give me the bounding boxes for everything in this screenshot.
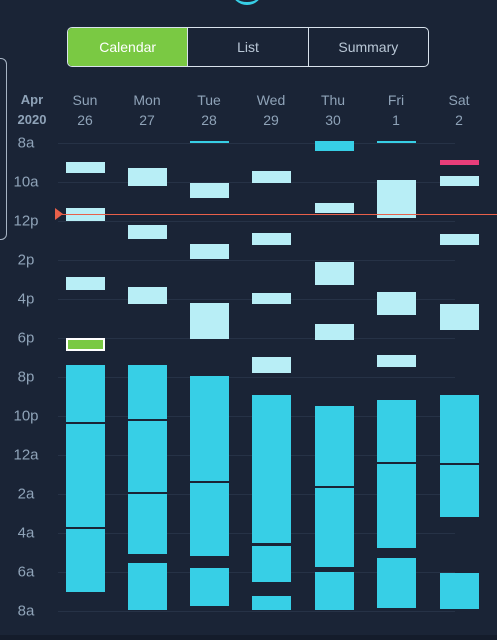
day-date: 28 bbox=[201, 112, 217, 128]
sleep-block[interactable] bbox=[315, 488, 354, 567]
sleep-block[interactable] bbox=[440, 573, 479, 609]
grid-line bbox=[58, 338, 455, 339]
time-label: 10a bbox=[13, 173, 39, 191]
sleep-block[interactable] bbox=[377, 464, 416, 548]
sleep-block[interactable] bbox=[128, 421, 167, 492]
time-label: 8p bbox=[17, 368, 35, 386]
time-label: 12a bbox=[13, 446, 39, 464]
grid-line bbox=[58, 221, 455, 222]
day-date: 29 bbox=[263, 112, 279, 128]
day-name: Fri bbox=[387, 92, 405, 108]
day-header-sat[interactable]: Sat 2 bbox=[429, 90, 489, 130]
sleep-block[interactable] bbox=[128, 563, 167, 610]
day-name: Thu bbox=[320, 92, 346, 108]
time-label: 8a bbox=[17, 134, 35, 152]
sleep-block[interactable] bbox=[377, 400, 416, 462]
day-header-fri[interactable]: Fri 1 bbox=[366, 90, 426, 130]
sleep-block[interactable] bbox=[252, 596, 291, 610]
day-header-tue[interactable]: Tue 28 bbox=[179, 90, 239, 130]
day-date: 1 bbox=[392, 112, 400, 128]
year-label: 2020 bbox=[17, 112, 47, 127]
day-name: Wed bbox=[256, 92, 286, 108]
day-header-wed[interactable]: Wed 29 bbox=[241, 90, 301, 130]
event-block[interactable] bbox=[315, 141, 354, 151]
event-block[interactable] bbox=[252, 233, 291, 245]
app-logo-icon bbox=[232, 0, 262, 5]
sleep-block[interactable] bbox=[66, 529, 105, 592]
view-segmented-control: Calendar List Summary bbox=[67, 27, 429, 67]
day-name: Mon bbox=[133, 92, 161, 108]
day-name: Sat bbox=[448, 92, 470, 108]
day-header-mon[interactable]: Mon 27 bbox=[117, 90, 177, 130]
time-label: 12p bbox=[13, 212, 39, 230]
time-label: 2p bbox=[17, 251, 35, 269]
sleep-block[interactable] bbox=[66, 424, 105, 527]
sleep-block[interactable] bbox=[66, 365, 105, 422]
time-label: 6a bbox=[17, 563, 35, 581]
event-block[interactable] bbox=[128, 168, 167, 186]
event-block[interactable] bbox=[377, 141, 416, 143]
sleep-block[interactable] bbox=[315, 572, 354, 610]
event-block[interactable] bbox=[190, 244, 229, 259]
event-block[interactable] bbox=[252, 171, 291, 183]
sleep-block[interactable] bbox=[252, 546, 291, 582]
sleep-block[interactable] bbox=[440, 395, 479, 463]
sleep-block[interactable] bbox=[440, 465, 479, 517]
day-header-sun[interactable]: Sun 26 bbox=[55, 90, 115, 130]
time-label: 4a bbox=[17, 524, 35, 542]
event-block[interactable] bbox=[190, 183, 229, 198]
time-label: 6p bbox=[17, 329, 35, 347]
time-label: 2a bbox=[17, 485, 35, 503]
sleep-block[interactable] bbox=[190, 568, 229, 606]
tab-summary[interactable]: Summary bbox=[307, 28, 428, 66]
time-label: 10p bbox=[13, 407, 39, 425]
tab-calendar[interactable]: Calendar bbox=[68, 28, 188, 66]
selected-event-block[interactable] bbox=[66, 338, 105, 351]
event-block[interactable] bbox=[440, 304, 479, 330]
current-time-line bbox=[62, 214, 497, 215]
day-date: 2 bbox=[455, 112, 463, 128]
now-indicator-icon bbox=[55, 208, 63, 220]
event-block[interactable] bbox=[190, 303, 229, 339]
day-header-thu[interactable]: Thu 30 bbox=[303, 90, 363, 130]
event-block[interactable] bbox=[66, 277, 105, 290]
event-block[interactable] bbox=[315, 324, 354, 340]
sleep-block[interactable] bbox=[128, 365, 167, 419]
sleep-block[interactable] bbox=[315, 406, 354, 486]
day-name: Tue bbox=[197, 92, 221, 108]
time-label: 8a bbox=[17, 602, 35, 620]
sleep-block[interactable] bbox=[252, 395, 291, 543]
sleep-block[interactable] bbox=[190, 483, 229, 556]
event-block[interactable] bbox=[252, 357, 291, 373]
event-block[interactable] bbox=[252, 293, 291, 304]
day-date: 26 bbox=[77, 112, 93, 128]
month-year-label: Apr 2020 bbox=[8, 90, 56, 130]
grid-line bbox=[58, 611, 455, 612]
month-label: Apr bbox=[20, 92, 44, 107]
day-date: 30 bbox=[325, 112, 341, 128]
day-date: 27 bbox=[139, 112, 155, 128]
time-label: 4p bbox=[17, 290, 35, 308]
event-block[interactable] bbox=[377, 180, 416, 218]
bottom-bar bbox=[0, 635, 497, 640]
grid-line bbox=[58, 143, 455, 144]
sleep-block[interactable] bbox=[190, 376, 229, 481]
event-block[interactable] bbox=[377, 292, 416, 315]
event-block[interactable] bbox=[377, 355, 416, 367]
event-block[interactable] bbox=[440, 176, 479, 186]
event-block[interactable] bbox=[190, 141, 229, 143]
event-block[interactable] bbox=[128, 287, 167, 304]
event-block-pink[interactable] bbox=[440, 160, 479, 165]
event-block[interactable] bbox=[315, 262, 354, 285]
event-block[interactable] bbox=[440, 234, 479, 245]
event-block[interactable] bbox=[66, 162, 105, 173]
event-block[interactable] bbox=[315, 203, 354, 213]
event-block[interactable] bbox=[128, 225, 167, 239]
day-name: Sun bbox=[72, 92, 98, 108]
grid-line bbox=[58, 260, 455, 261]
tab-list[interactable]: List bbox=[187, 28, 307, 66]
sleep-block[interactable] bbox=[128, 494, 167, 554]
grid-line bbox=[58, 377, 455, 378]
sleep-block[interactable] bbox=[377, 558, 416, 608]
